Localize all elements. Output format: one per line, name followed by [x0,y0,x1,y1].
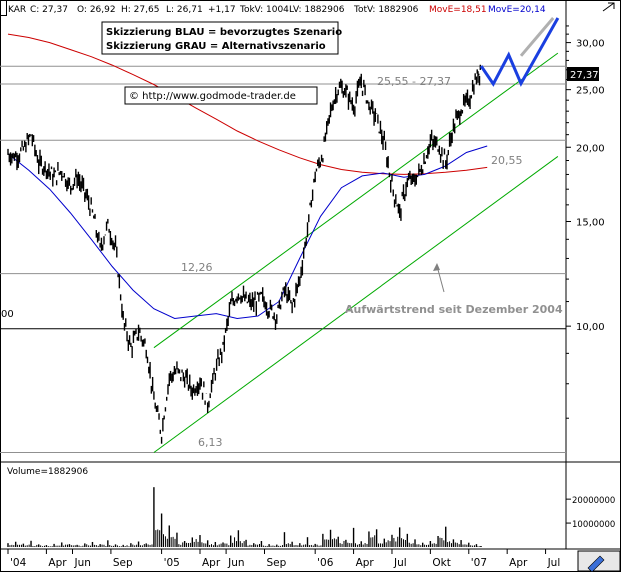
price-tick-label: 20,00 [576,143,605,154]
header-low: L: 26,71 [166,5,203,15]
time-axis: '04 Apr Jun Sep '05 Apr Jun Sep '06 Apr Jul Okt '07 A… [7,549,561,569]
trend-annotation-arrow [433,263,445,293]
left-edge-label: 00 [1,309,14,320]
header-last-volume: LV: 1882906 [289,5,345,15]
annotation-support-20: 20,55 [491,154,523,167]
time-tick-label: Okt [432,557,450,569]
time-tick-label: Apr [202,557,221,569]
header-tick-volume: TokV: 1004 [239,5,289,15]
volume-bars [7,487,482,547]
header-move-e2: MovE=20,14 [488,5,546,15]
current-price-tag [567,67,599,81]
trend-channel-upper-line [153,52,559,349]
header-move-e1: MovE=18,51 [429,5,487,15]
preferred-scenario-blue-line [479,17,560,87]
annotation-range: 25,55 - 27,37 [377,75,451,88]
time-tick-label: Sep [113,557,133,569]
price-tick-label: 15,00 [576,218,605,229]
corner-marker [0,0,7,16]
horizontal-reference-lines [0,65,566,453]
annotation-level-6: 6,13 [198,436,223,449]
price-axis: 30,00 25,00 20,00 15,00 10,00 [566,25,605,419]
volume-tick-label: 10000000 [572,520,615,530]
time-tick-label: Jun [227,557,244,569]
volume-label: Volume=1882906 [7,467,88,477]
header-total-volume: TotV: 1882906 [353,5,419,15]
copyright-box [124,86,318,105]
legend-line-grey: Skizzierung GRAU = Alternativszenario [106,41,326,52]
volume-tick-label: 20000000 [572,496,615,506]
price-tick-label: 25,00 [576,86,605,97]
header-high: H: 27,65 [121,5,159,15]
alternative-scenario-grey-line [519,17,555,57]
time-tick-label: Jun [74,557,91,569]
time-tick-label: Sep [266,557,286,569]
moving-average-18-51-line [7,33,488,175]
current-price-tag-text: 27,37 [570,70,599,81]
scenario-legend-box [101,21,339,55]
price-bars [7,64,481,444]
time-tick-label: Jul [393,557,407,569]
annotation-level-12: 12,26 [181,261,213,274]
time-tick-label: Apr [356,557,375,569]
header-close: C: 27,37 [30,5,68,15]
legend-line-blue: Skizzierung BLAU = bevorzugtes Szenario [106,27,342,38]
time-tick-label: Apr [48,557,67,569]
moving-average-20-14-line [7,145,488,320]
time-tick-label: Jul [547,557,561,569]
expand-arrow-icon[interactable] [602,2,615,12]
annotation-trend: Aufwärtstrend seit Dezember 2004 [345,303,563,316]
price-tick-label: 10,00 [576,322,605,333]
time-tick-label: '04 [10,557,27,569]
price-tick-label: 30,00 [576,39,605,50]
volume-axis: 20000000 10000000 [566,496,615,530]
pencil-icon [587,555,605,573]
time-tick-label: '07 [471,557,487,569]
time-tick-label: '05 [164,557,180,569]
time-tick-label: '06 [317,557,334,569]
trend-channel-lower-line [153,156,559,453]
header-open: O: 26,92 [77,5,116,15]
header-symbol: KAR [8,5,26,15]
time-tick-label: Apr [509,557,528,569]
header-change: +1,17 [208,5,236,15]
copyright-text: © http://www.godmode-trader.de [129,91,296,102]
